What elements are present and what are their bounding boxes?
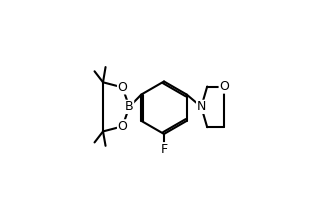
Text: O: O <box>219 80 229 93</box>
Text: N: N <box>196 100 206 113</box>
Text: O: O <box>117 81 127 94</box>
Text: O: O <box>117 120 127 133</box>
Text: B: B <box>125 100 133 113</box>
Text: F: F <box>160 143 168 156</box>
